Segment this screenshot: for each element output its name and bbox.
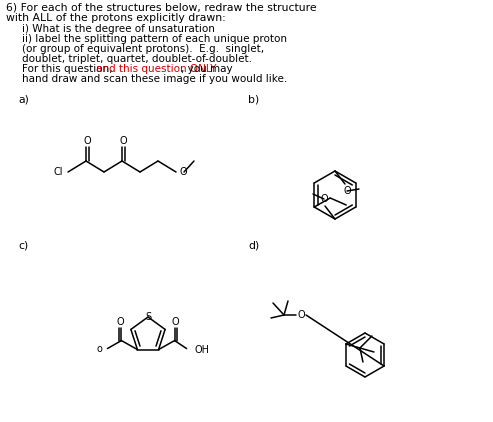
Text: ii) label the splitting pattern of each unique proton: ii) label the splitting pattern of each … [22,34,287,44]
Text: O: O [343,186,351,196]
Text: S: S [145,312,151,322]
Text: i) What is the degree of unsaturation: i) What is the degree of unsaturation [22,24,215,34]
Text: with ALL of the protons explicitly drawn:: with ALL of the protons explicitly drawn… [6,13,226,23]
Text: For this question,: For this question, [22,64,116,74]
Text: OH: OH [195,344,210,354]
Text: and this question ONLY: and this question ONLY [96,64,216,74]
Text: Cl: Cl [54,167,63,177]
Text: O: O [320,194,328,204]
Text: hand draw and scan these image if you would like.: hand draw and scan these image if you wo… [22,74,287,84]
Text: O: O [172,316,179,327]
Text: O: O [119,136,127,146]
Text: c): c) [18,240,28,250]
Text: doublet, triplet, quartet, doublet-of-doublet.: doublet, triplet, quartet, doublet-of-do… [22,54,252,64]
Text: o: o [97,344,103,354]
Text: O: O [180,167,188,177]
Text: a): a) [18,94,29,104]
Text: 6) For each of the structures below, redraw the structure: 6) For each of the structures below, red… [6,2,317,12]
Text: , you may: , you may [181,64,233,74]
Text: (or group of equivalent protons).  E.g.  singlet,: (or group of equivalent protons). E.g. s… [22,44,264,54]
Text: O: O [83,136,91,146]
Text: O: O [117,316,124,327]
Text: b): b) [248,94,259,104]
Text: O: O [297,310,305,320]
Text: d): d) [248,240,259,250]
